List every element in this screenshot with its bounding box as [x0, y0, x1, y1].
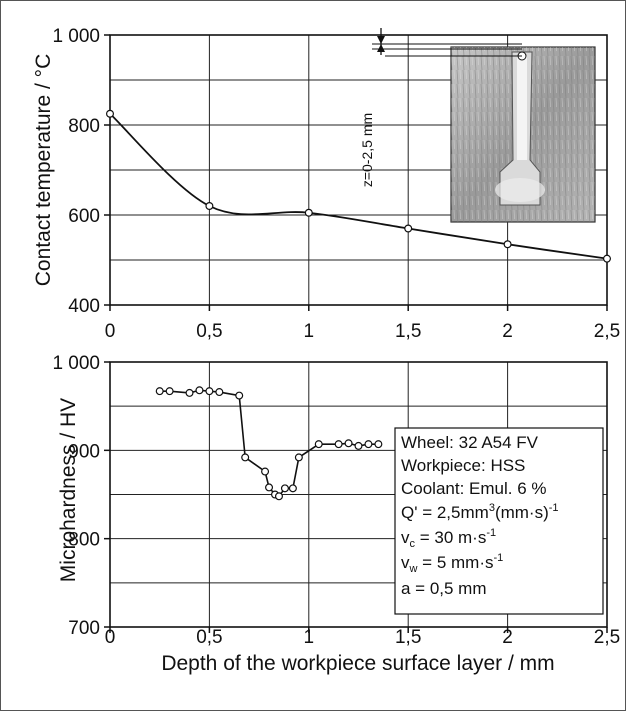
- legend-vw-mid: = 5 mm·s: [417, 553, 493, 572]
- microhardness-data-point: [334, 440, 343, 449]
- temperature-y-axis-title: Contact temperature / °C: [32, 54, 55, 287]
- microhardness-data-point: [241, 453, 250, 462]
- microhardness-data-point: [155, 387, 164, 396]
- temperature-x-tick-label: 1,5: [395, 321, 421, 342]
- temperature-x-tick-label: 2: [502, 321, 513, 342]
- legend-vw-prefix: v: [401, 553, 410, 572]
- legend-vw-sub: w: [409, 563, 418, 575]
- legend-q-sup1: 3: [489, 502, 495, 514]
- microhardness-chart: Microhardness / HV 700 800 900 1 000 0 0,5 1 1…: [52, 353, 620, 675]
- temperature-data-point: [503, 240, 512, 249]
- legend-vc-prefix: v: [401, 528, 410, 547]
- microhardness-y-axis-title: Microhardness / HV: [57, 398, 80, 582]
- temperature-x-ticks: 0 0,5 1 1,5 2 2,5: [105, 305, 620, 342]
- temperature-data-point: [404, 224, 413, 233]
- microhardness-x-tick-label: 1: [304, 627, 315, 648]
- temperature-data-point: [205, 202, 214, 211]
- microhardness-data-point: [261, 467, 270, 476]
- microhardness-data-point: [288, 484, 297, 493]
- microhardness-x-tick-label: 0,5: [196, 627, 222, 648]
- temperature-data-point: [105, 109, 114, 118]
- microhardness-data-point: [235, 391, 244, 400]
- legend-vc-sup: -1: [486, 527, 496, 539]
- temperature-x-tick-label: 2,5: [594, 321, 620, 342]
- parameter-legend-box: Wheel: 32 A54 FV Workpiece: HSS Coolant:…: [394, 427, 604, 615]
- microhardness-series-points: [155, 386, 383, 501]
- x-axis-title: Depth of the workpiece surface layer / m…: [161, 652, 554, 675]
- microhardness-data-point: [195, 386, 204, 395]
- temperature-y-ticks: 400 600 800 1 000: [52, 26, 110, 317]
- legend-workpiece: Workpiece: HSS: [401, 456, 525, 475]
- legend-q-sup2: -1: [549, 502, 559, 514]
- microhardness-y-tick-label: 900: [68, 441, 100, 462]
- legend-q-mid: (mm·s): [495, 503, 549, 522]
- temperature-y-tick-label: 800: [68, 116, 100, 137]
- temperature-y-tick-label: 600: [68, 206, 100, 227]
- microhardness-data-point: [205, 387, 214, 396]
- legend-vc-mid: = 30 m·s: [415, 528, 486, 547]
- microhardness-x-tick-label: 2,5: [594, 627, 620, 648]
- microhardness-data-point: [374, 440, 383, 449]
- microhardness-x-tick-label: 0: [105, 627, 116, 648]
- depth-dimension-marker: z=0-2,5 mm: [359, 28, 522, 187]
- microhardness-data-point: [265, 483, 274, 492]
- legend-workpiece-speed: vw = 5 mm·s-1: [401, 552, 503, 575]
- legend-wheel: Wheel: 32 A54 FV: [401, 433, 539, 452]
- microhardness-x-ticks: 0 0,5 1 1,5 2 2,5: [105, 627, 620, 648]
- legend-removal-rate: Q' = 2,5mm3(mm·s)-1: [401, 502, 559, 522]
- legend-cutting-speed: vc = 30 m·s-1: [401, 527, 496, 550]
- microhardness-data-point: [354, 441, 363, 450]
- temperature-x-tick-label: 0: [105, 321, 116, 342]
- microhardness-plot-frame: [109, 361, 608, 628]
- inset-specimen-highlight: [517, 56, 527, 160]
- temperature-data-point: [304, 208, 313, 217]
- inset-specimen-glare: [495, 178, 545, 202]
- legend-frame: [394, 427, 604, 615]
- microhardness-data-point: [274, 492, 283, 501]
- legend-vw-sup: -1: [494, 552, 504, 564]
- legend-q-prefix: Q' = 2,5mm: [401, 503, 489, 522]
- microhardness-data-point: [165, 387, 174, 396]
- microhardness-x-tick-label: 1,5: [395, 627, 421, 648]
- temperature-data-point: [602, 254, 611, 263]
- temperature-series-line: [109, 113, 608, 260]
- workpiece-inset-photo: [450, 46, 596, 223]
- depth-range-label: z=0-2,5 mm: [359, 113, 375, 187]
- microhardness-y-ticks: 700 800 900 1 000: [52, 353, 110, 639]
- temperature-x-tick-label: 0,5: [196, 321, 222, 342]
- temperature-plot-frame: [109, 34, 608, 306]
- legend-depth-of-cut: a = 0,5 mm: [401, 579, 487, 598]
- temperature-y-tick-label: 400: [68, 296, 100, 317]
- microhardness-y-tick-label: 700: [68, 618, 100, 639]
- microhardness-data-point: [185, 388, 194, 397]
- legend-vc-sub: c: [410, 538, 416, 550]
- temperature-y-tick-label: 1 000: [52, 26, 100, 47]
- microhardness-y-tick-label: 1 000: [52, 353, 100, 374]
- microhardness-x-tick-label: 2: [502, 627, 513, 648]
- microhardness-data-point: [294, 453, 303, 462]
- legend-coolant: Coolant: Emul. 6 %: [401, 479, 547, 498]
- temperature-series-points: [105, 109, 611, 263]
- microhardness-data-point: [364, 440, 373, 449]
- microhardness-data-point: [314, 440, 323, 449]
- microhardness-data-point: [344, 439, 353, 448]
- microhardness-data-point: [215, 388, 224, 397]
- temperature-x-tick-label: 1: [304, 321, 315, 342]
- microhardness-y-tick-label: 800: [68, 530, 100, 551]
- microhardness-data-point: [280, 484, 289, 493]
